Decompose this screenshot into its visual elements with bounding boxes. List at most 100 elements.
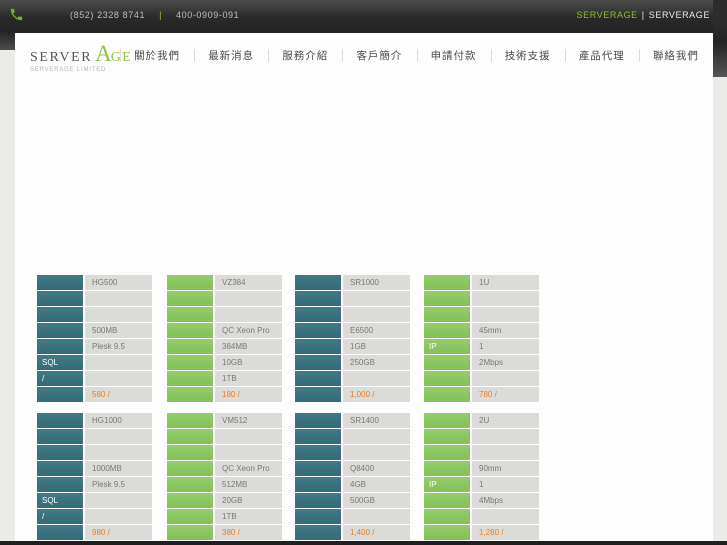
plan-row: 1TB	[167, 371, 282, 386]
plan-feature-label-cell	[37, 525, 83, 540]
plan-row	[295, 509, 410, 524]
plan-value-cell	[85, 445, 152, 460]
plan-row: 20GB	[167, 493, 282, 508]
plan-feature-label-cell: SQL	[37, 493, 83, 508]
plan-value-cell: 1000MB	[85, 461, 152, 476]
plan-feature-label-cell	[167, 461, 213, 476]
phone-number-primary: (852) 2328 8741	[70, 10, 146, 20]
plan-value-cell	[343, 429, 410, 444]
plan-row	[295, 371, 410, 386]
nav-item-services[interactable]: 服務介紹	[268, 33, 342, 77]
plan-row: /	[37, 509, 152, 524]
plan-value-cell: 250GB	[343, 355, 410, 370]
plan-feature-label-cell	[295, 413, 341, 428]
plan-row: 4Mbps	[424, 493, 539, 508]
plan-value-cell: HG500	[85, 275, 152, 290]
plan-value-cell: 384MB	[215, 339, 282, 354]
plan-feature-label-cell	[295, 307, 341, 322]
plan-row: 500MB	[37, 323, 152, 338]
plan-row	[424, 445, 539, 460]
nav-item-support[interactable]: 技術支援	[490, 33, 565, 77]
plan-feature-label-cell	[424, 387, 470, 402]
plan-row: 1TB	[167, 509, 282, 524]
phone-divider: |	[159, 10, 163, 20]
plan-row	[167, 429, 282, 444]
brand-link-primary[interactable]: SERVERAGE	[576, 10, 638, 20]
plan-row: SR1400	[295, 413, 410, 428]
plan-row: 10GB	[167, 355, 282, 370]
plan-feature-label-cell	[37, 275, 83, 290]
plan-row: HG500	[37, 275, 152, 290]
nav-item-payment[interactable]: 申請付款	[416, 33, 491, 77]
plan-feature-label-cell	[167, 371, 213, 386]
plan-feature-label-cell	[424, 445, 470, 460]
plan-feature-label-cell	[295, 445, 341, 460]
plan-row	[37, 429, 152, 444]
plan-value-cell	[343, 445, 410, 460]
nav-item-products[interactable]: 產品代理	[564, 33, 639, 77]
phone-number-secondary: 400-0909-091	[176, 10, 240, 20]
phone-icon	[9, 7, 24, 22]
plan-feature-label-cell	[424, 493, 470, 508]
plan-feature-label-cell	[424, 371, 470, 386]
plan-value-cell	[85, 355, 152, 370]
plan-feature-label-cell: IP	[424, 477, 470, 492]
plan-feature-label-cell	[167, 445, 213, 460]
plan-row: 2Mbps	[424, 355, 539, 370]
plan-feature-label-cell	[37, 413, 83, 428]
plan-feature-label-cell	[295, 477, 341, 492]
plan-value-cell	[343, 371, 410, 386]
plan-row: QC Xeon Pro	[167, 461, 282, 476]
plan-value-cell: 1	[472, 477, 539, 492]
plan-feature-label-cell	[424, 323, 470, 338]
plan-feature-label-cell	[295, 275, 341, 290]
plan-value-cell: 4Mbps	[472, 493, 539, 508]
plan-feature-label-cell	[424, 291, 470, 306]
plan-row: 1,280 /	[424, 525, 539, 540]
plan-row: E6500	[295, 323, 410, 338]
plan-row: 1,400 /	[295, 525, 410, 540]
logo-subtitle: SERVERAGE LIMITED	[30, 67, 107, 73]
plan-row: 1GB	[295, 339, 410, 354]
plan-value-cell	[472, 509, 539, 524]
plan-feature-label-cell	[295, 387, 341, 402]
plan-value-cell: Plesk 9.5	[85, 339, 152, 354]
phone-numbers: (852) 2328 8741 | 400-0909-091	[70, 0, 239, 30]
plan-row: VZ384	[167, 275, 282, 290]
nav-item-contact[interactable]: 聯絡我們	[638, 33, 713, 77]
plan-feature-label-cell	[167, 323, 213, 338]
plan-value-cell: 1TB	[215, 371, 282, 386]
plan-value-cell	[472, 291, 539, 306]
brand-link-secondary[interactable]: SERVERAGE	[648, 10, 710, 20]
plan-value-cell: HG1000	[85, 413, 152, 428]
price-table-HG1000: HG1000 1000MB Plesk 9.5 SQL/980 /	[37, 413, 152, 541]
plan-row	[424, 509, 539, 524]
plan-value-cell: Plesk 9.5	[85, 477, 152, 492]
nav-item-about[interactable]: 關於我們	[120, 33, 194, 77]
plan-value-cell: Q8400	[343, 461, 410, 476]
plan-value-cell: QC Xeon Pro	[215, 461, 282, 476]
nav-item-news[interactable]: 最新消息	[194, 33, 268, 77]
plan-feature-label-cell	[424, 509, 470, 524]
plan-value-cell: 1GB	[343, 339, 410, 354]
plan-price-cell: 380 /	[215, 525, 282, 540]
plan-row: /	[37, 371, 152, 386]
footer-strip	[0, 541, 727, 545]
plan-value-cell: 20GB	[215, 493, 282, 508]
plan-value-cell	[215, 291, 282, 306]
plan-value-cell: 90mm	[472, 461, 539, 476]
plan-row	[424, 307, 539, 322]
plan-value-cell: VM512	[215, 413, 282, 428]
plan-feature-label-cell	[167, 525, 213, 540]
plan-feature-label-cell	[37, 339, 83, 354]
plan-feature-label-cell	[295, 461, 341, 476]
plan-row	[167, 291, 282, 306]
plan-row: HG1000	[37, 413, 152, 428]
nav-item-clients[interactable]: 客戶簡介	[342, 33, 416, 77]
plan-feature-label-cell	[295, 355, 341, 370]
plan-row: 580 /	[37, 387, 152, 402]
plan-feature-label-cell	[295, 525, 341, 540]
plan-feature-label-cell	[424, 525, 470, 540]
plan-row: SR1000	[295, 275, 410, 290]
plan-value-cell	[215, 445, 282, 460]
